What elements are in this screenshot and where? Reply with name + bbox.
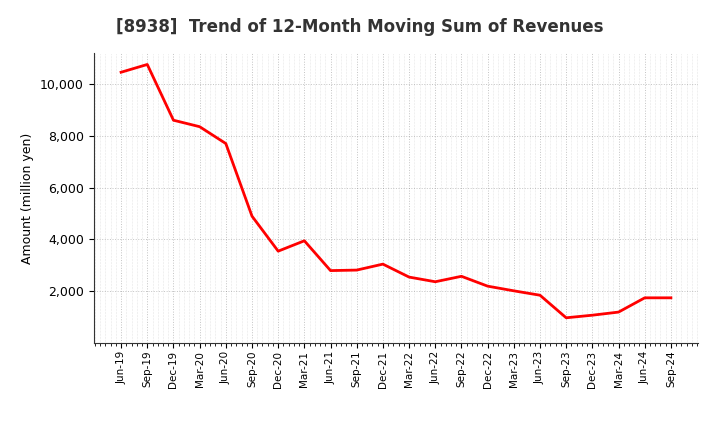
Y-axis label: Amount (million yen): Amount (million yen) (22, 132, 35, 264)
Text: [8938]  Trend of 12-Month Moving Sum of Revenues: [8938] Trend of 12-Month Moving Sum of R… (116, 18, 604, 36)
